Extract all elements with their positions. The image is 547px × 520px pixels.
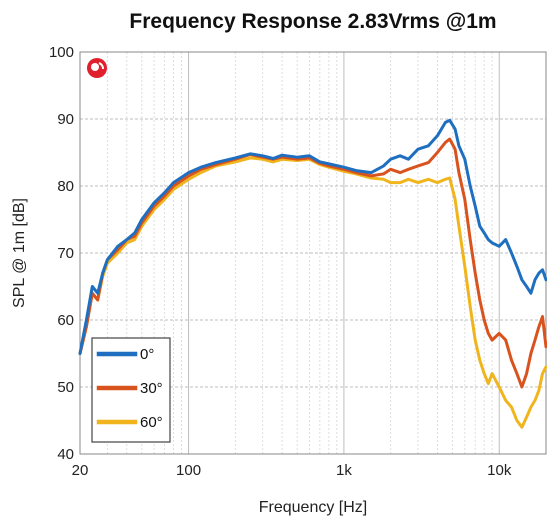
y-tick-label: 70 <box>57 245 74 262</box>
legend: 0° 30° 60° <box>91 337 171 443</box>
x-axis-ticks: 20 100 1k 10k <box>72 462 512 479</box>
x-tick-label: 100 <box>176 462 201 479</box>
legend-label: 30° <box>140 380 163 397</box>
x-tick-label: 1k <box>336 462 352 479</box>
y-axis-ticks: 40 50 60 70 80 90 100 <box>49 44 74 463</box>
plot-frame <box>79 51 547 455</box>
x-tick-label: 20 <box>72 462 89 479</box>
y-axis-label: SPL @ 1m [dB] <box>11 198 28 308</box>
legend-label: 0° <box>140 346 154 363</box>
y-tick-label: 60 <box>57 312 74 329</box>
y-tick-label: 90 <box>57 111 74 128</box>
legend-label: 60° <box>140 414 163 431</box>
series-line-0 <box>78 118 547 355</box>
y-tick-label: 100 <box>49 44 74 61</box>
x-axis-label: Frequency [Hz] <box>259 499 367 516</box>
chart-title: Frequency Response 2.83Vrms @1m <box>129 10 496 33</box>
series-line-2 <box>78 156 547 429</box>
y-tick-label: 40 <box>57 446 74 463</box>
x-tick-label: 10k <box>487 462 512 479</box>
y-tick-label: 80 <box>57 178 74 195</box>
series-curves <box>78 118 547 429</box>
y-tick-label: 50 <box>57 379 74 396</box>
brand-logo-icon <box>87 58 107 78</box>
series-line-1 <box>78 137 547 389</box>
